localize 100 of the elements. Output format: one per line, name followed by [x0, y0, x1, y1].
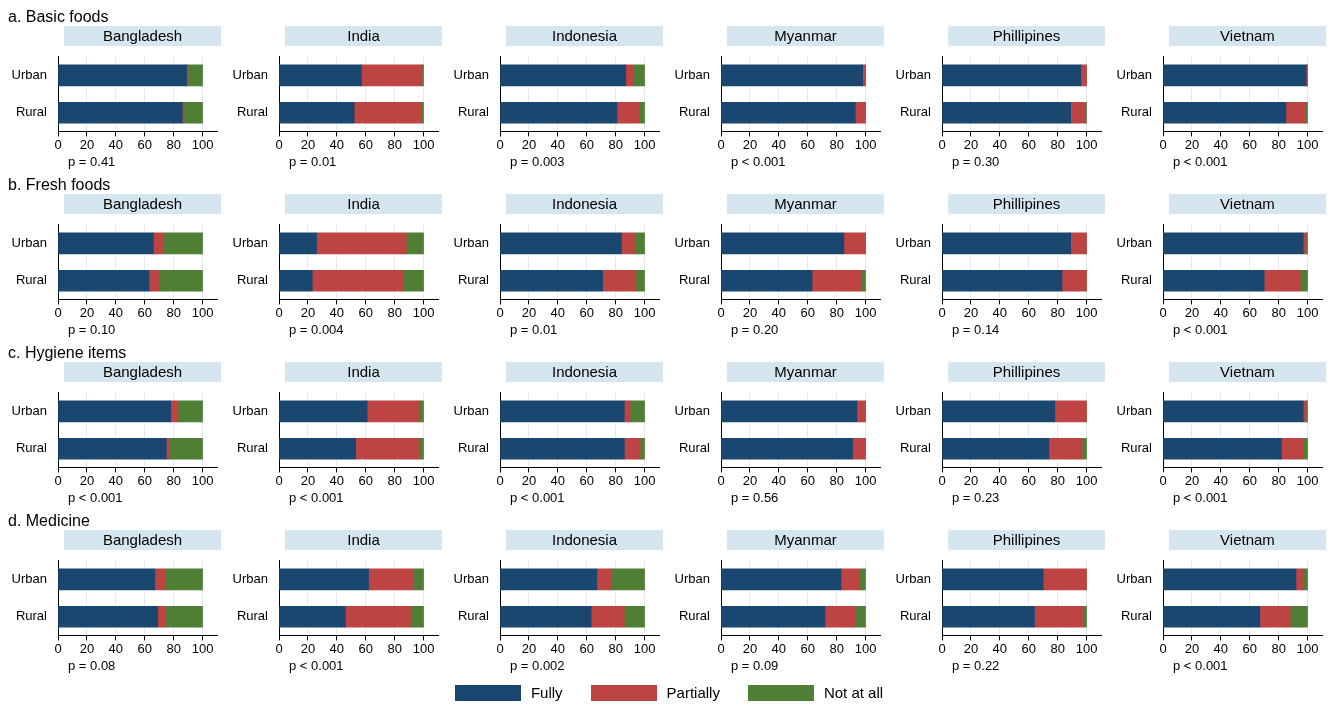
x-tick-label: 40	[108, 640, 124, 656]
x-tick-label: 60	[358, 304, 373, 320]
x-tick-label: 80	[387, 304, 402, 320]
y-tick-label: Urban	[453, 235, 489, 251]
x-tick-label: 40	[771, 640, 787, 656]
x-tick-label: 20	[742, 136, 758, 152]
y-tick-label: Rural	[15, 272, 48, 288]
x-tick-label: 80	[608, 304, 623, 320]
x-tick-label: 80	[829, 304, 844, 320]
x-tick-label: 20	[963, 640, 979, 656]
chart-title: Indonesia	[551, 195, 618, 212]
x-tick-label: 20	[1184, 304, 1200, 320]
x-tick-label: 100	[191, 472, 214, 488]
x-tick-label: 80	[1050, 640, 1065, 656]
x-tick-label: 40	[1213, 304, 1229, 320]
x-tick-label: 40	[550, 472, 566, 488]
x-tick-label: 80	[608, 640, 623, 656]
y-tick-label: Urban	[895, 571, 931, 587]
text: p < 0.001	[289, 658, 344, 673]
y-tick-label: Urban	[11, 403, 47, 419]
y-tick-label: Rural	[457, 272, 490, 288]
x-tick-label: 0	[275, 472, 283, 488]
x-tick-label: 100	[1296, 472, 1319, 488]
chart-title: India	[347, 531, 380, 548]
y-tick-label: Rural	[678, 608, 711, 624]
x-tick-label: 0	[717, 640, 725, 656]
y-tick-label: Urban	[11, 235, 47, 251]
x-tick-label: 60	[137, 472, 152, 488]
text: p = 0.14	[952, 322, 1000, 337]
x-tick-label: 100	[412, 640, 435, 656]
chart-title: India	[347, 27, 380, 44]
x-tick-label: 0	[54, 304, 62, 320]
text: p < 0.001	[1173, 154, 1228, 169]
x-tick-label: 40	[992, 640, 1008, 656]
y-tick-label: Urban	[895, 235, 931, 251]
x-tick-label: 60	[800, 472, 815, 488]
x-tick-label: 100	[1075, 136, 1098, 152]
x-tick-label: 60	[800, 136, 815, 152]
chart-title: Bangladesh	[102, 27, 183, 44]
x-tick-label: 40	[108, 304, 124, 320]
text: p = 0.22	[952, 658, 1000, 673]
x-tick-label: 40	[992, 136, 1008, 152]
y-tick-label: Rural	[899, 608, 932, 624]
chart-title: Myanmar	[774, 531, 837, 548]
chart-subtitle: c. Hygiene items	[8, 344, 127, 361]
x-tick-label: 60	[1242, 136, 1257, 152]
x-tick-label: 100	[191, 640, 214, 656]
y-tick-label: Rural	[899, 104, 932, 120]
x-tick-label: 100	[191, 304, 214, 320]
text: p = 0.30	[952, 154, 1000, 169]
text: p < 0.001	[1173, 490, 1228, 505]
x-tick-label: 80	[829, 472, 844, 488]
y-tick-label: Rural	[678, 272, 711, 288]
x-tick-label: 100	[191, 136, 214, 152]
x-tick-label: 60	[358, 136, 373, 152]
y-tick-label: Rural	[457, 104, 490, 120]
x-tick-label: 100	[412, 304, 435, 320]
x-tick-label: 80	[1050, 304, 1065, 320]
y-tick-label: Rural	[1120, 104, 1153, 120]
chart-title: Vietnam	[1220, 195, 1275, 212]
x-tick-label: 60	[800, 640, 815, 656]
x-tick-label: 20	[79, 640, 95, 656]
text: p < 0.001	[289, 490, 344, 505]
x-tick-label: 0	[275, 136, 283, 152]
x-tick-label: 40	[329, 640, 345, 656]
y-tick-label: Rural	[15, 440, 48, 456]
x-tick-label: 60	[1021, 136, 1036, 152]
text: p = 0.08	[68, 658, 116, 673]
x-tick-label: 0	[717, 472, 725, 488]
y-tick-label: Urban	[674, 67, 710, 83]
x-tick-label: 40	[771, 304, 787, 320]
x-tick-label: 40	[992, 472, 1008, 488]
x-tick-label: 80	[387, 472, 402, 488]
x-tick-label: 80	[608, 136, 623, 152]
x-tick-label: 60	[358, 472, 373, 488]
x-tick-label: 40	[1213, 472, 1229, 488]
text: p < 0.001	[731, 154, 786, 169]
y-tick-label: Urban	[1116, 403, 1152, 419]
x-tick-label: 100	[1075, 640, 1098, 656]
text: p = 0.003	[510, 154, 565, 169]
x-tick-label: 40	[329, 304, 345, 320]
x-tick-label: 20	[1184, 640, 1200, 656]
y-tick-label: Rural	[236, 440, 269, 456]
x-tick-label: 100	[412, 136, 435, 152]
x-tick-label: 100	[1296, 136, 1319, 152]
chart-title: Myanmar	[774, 195, 837, 212]
x-tick-label: 20	[963, 136, 979, 152]
x-tick-label: 0	[54, 136, 62, 152]
x-tick-label: 60	[1242, 472, 1257, 488]
y-tick-label: Rural	[15, 104, 48, 120]
x-tick-label: 20	[521, 304, 537, 320]
y-tick-label: Rural	[899, 440, 932, 456]
x-tick-label: 60	[800, 304, 815, 320]
x-tick-label: 80	[829, 136, 844, 152]
x-tick-label: 0	[1159, 640, 1167, 656]
x-tick-label: 60	[1242, 640, 1257, 656]
x-tick-label: 80	[1271, 136, 1286, 152]
x-tick-label: 40	[1213, 136, 1229, 152]
x-tick-label: 0	[54, 472, 62, 488]
y-tick-label: Urban	[674, 403, 710, 419]
